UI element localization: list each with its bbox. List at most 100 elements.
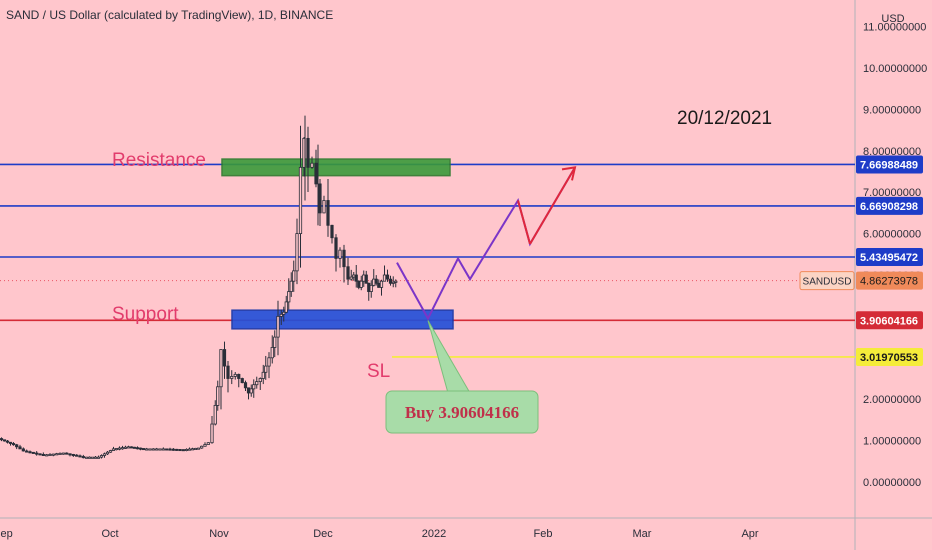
resistance-zone[interactable] xyxy=(221,158,451,177)
price-tag xyxy=(856,311,923,330)
price-axis-currency: USD xyxy=(881,13,904,25)
y-tick-label: 8.00000000 xyxy=(863,146,921,158)
x-tick-label: Dec xyxy=(313,528,333,540)
support-label: Support xyxy=(112,304,179,325)
candle-body xyxy=(55,453,59,456)
candle-body xyxy=(2,439,7,442)
target-path-segment xyxy=(517,200,531,245)
candle-body xyxy=(161,448,165,451)
candle-body xyxy=(65,452,69,455)
candle-body xyxy=(25,450,29,453)
candle-body xyxy=(11,443,16,446)
price-tag-label: 3.01970553 xyxy=(860,352,918,364)
candle-body xyxy=(246,387,251,394)
candle-body xyxy=(38,453,42,456)
x-tick-label: Nov xyxy=(209,528,229,540)
candle-body xyxy=(45,454,49,457)
candle-body xyxy=(367,282,371,292)
candle-body xyxy=(178,449,182,452)
candle-body xyxy=(120,447,125,450)
x-tick-label: Oct xyxy=(101,528,118,540)
candle-body xyxy=(284,301,288,313)
candle-body xyxy=(279,313,283,317)
candle-body xyxy=(222,349,227,367)
candle-body xyxy=(237,373,241,379)
candle-body xyxy=(123,446,128,449)
candle-body xyxy=(111,448,116,451)
candle-body xyxy=(210,423,214,444)
candle-body xyxy=(249,388,253,394)
x-tick-label: Feb xyxy=(534,528,553,540)
sl-label: SL xyxy=(367,361,390,382)
candle-body xyxy=(75,454,79,457)
candle-body xyxy=(322,200,326,214)
candle-body xyxy=(145,448,149,451)
candle-body xyxy=(374,278,378,284)
candle-body xyxy=(310,162,314,168)
candle-body xyxy=(267,357,271,367)
x-tick-label: Sep xyxy=(0,528,13,540)
candle-body xyxy=(362,274,366,282)
date-annotation: 20/12/2021 xyxy=(677,108,772,129)
candle-body xyxy=(132,446,137,449)
candle-body xyxy=(385,274,390,280)
candle-body xyxy=(203,444,207,447)
candle-body xyxy=(349,276,353,280)
candle-body xyxy=(314,162,318,185)
y-tick-label: 6.00000000 xyxy=(863,229,921,241)
candle-body xyxy=(71,453,75,456)
candle-body xyxy=(165,448,169,451)
projection-path xyxy=(396,166,576,321)
candle-body xyxy=(394,280,398,283)
candle-body xyxy=(206,442,210,445)
candle-body xyxy=(330,224,334,239)
candle-body xyxy=(372,278,376,286)
candle-body xyxy=(31,451,35,454)
y-tick-label: 10.00000000 xyxy=(863,63,927,75)
candle-body xyxy=(0,438,4,441)
price-tag xyxy=(856,155,923,174)
candle-body xyxy=(96,456,101,459)
resistance-label: Resistance xyxy=(112,150,206,171)
candle-body xyxy=(273,336,277,348)
candle-body xyxy=(129,446,134,449)
y-tick-label: 1.00000000 xyxy=(863,436,921,448)
candle-body xyxy=(99,455,104,458)
candle-body xyxy=(282,311,286,315)
candle-body xyxy=(226,365,230,379)
candle-body xyxy=(117,447,122,450)
candle-body xyxy=(346,266,350,280)
candle-body xyxy=(181,449,185,452)
candle-body xyxy=(114,448,119,451)
candle-body xyxy=(196,447,201,450)
candle-body xyxy=(90,456,95,459)
price-tag xyxy=(856,196,923,215)
candle-body xyxy=(334,237,338,259)
target-arrow-line xyxy=(529,166,576,245)
candle-body xyxy=(158,448,162,451)
candle-body xyxy=(243,382,248,389)
candle-body xyxy=(78,455,82,458)
candle-body xyxy=(230,376,234,379)
candle-body xyxy=(28,451,32,454)
candle-body xyxy=(287,291,291,303)
candle-body xyxy=(81,456,85,459)
candle-body xyxy=(51,453,55,456)
candle-body xyxy=(270,347,274,359)
candle-body xyxy=(352,274,356,278)
candle-body xyxy=(377,282,381,288)
candle-body xyxy=(289,280,293,292)
candle-body xyxy=(306,137,310,168)
candle-body xyxy=(61,452,65,455)
candle-body xyxy=(35,452,39,455)
buy-callout-box[interactable] xyxy=(385,390,539,434)
symbol-tag-name: SANDUSD xyxy=(803,277,852,288)
last-price-tag xyxy=(856,271,923,290)
candle-body xyxy=(126,446,131,449)
candle-body xyxy=(240,378,244,384)
chart-title: SAND / US Dollar (calculated by TradingV… xyxy=(6,8,334,22)
support-zone[interactable] xyxy=(231,309,454,330)
candle-body xyxy=(135,447,140,450)
